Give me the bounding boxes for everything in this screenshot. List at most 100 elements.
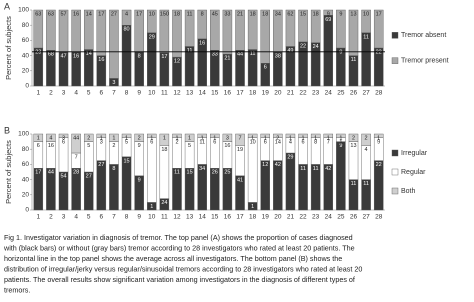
- bar-segment: [83, 133, 94, 142]
- bar-segment: [184, 9, 195, 47]
- bar-segment: [184, 133, 195, 142]
- count-label: 12: [262, 162, 268, 168]
- count-label: 18: [262, 11, 268, 17]
- bar-segment: [273, 133, 283, 138]
- count-label: 49: [287, 48, 293, 54]
- count-label: 16: [48, 143, 54, 149]
- x-tick-label: 22: [299, 214, 307, 221]
- y-tick-label: 100: [18, 7, 29, 14]
- x-tick-label: 27: [362, 90, 370, 97]
- count-label: 14: [86, 51, 92, 57]
- x-tick-label: 2: [49, 214, 53, 221]
- bar-segment: [147, 133, 157, 138]
- count-label: 5: [188, 143, 191, 149]
- count-label: 9: [377, 139, 380, 145]
- bar-segment: [159, 9, 170, 53]
- count-label: 16: [199, 40, 205, 46]
- count-label: 17: [161, 54, 167, 60]
- y-tick-label: 40: [22, 176, 30, 183]
- x-tick-label: 23: [312, 90, 320, 97]
- x-tick-label: 16: [224, 214, 232, 221]
- count-label: 13: [350, 143, 356, 149]
- x-tick-label: 25: [337, 214, 345, 221]
- x-tick-label: 20: [274, 90, 282, 97]
- count-label: 24: [313, 44, 319, 50]
- count-label: 1: [339, 135, 342, 141]
- count-label: 18: [313, 11, 319, 17]
- count-label: 28: [73, 170, 79, 176]
- count-label: 6: [264, 65, 267, 71]
- bar-segment: [159, 145, 170, 199]
- count-label: 2: [87, 135, 90, 141]
- y-axis-label: Percent of subjects: [4, 140, 13, 204]
- count-label: 11: [313, 166, 319, 172]
- count-label: 16: [224, 143, 230, 149]
- bar-segment: [147, 137, 157, 203]
- count-label: 1: [251, 204, 254, 210]
- bar-segment: [285, 133, 296, 138]
- bar-segment: [197, 9, 207, 40]
- x-tick-label: 1: [36, 90, 40, 97]
- count-label: 17: [136, 11, 142, 17]
- legend-label: Tremor present: [401, 58, 449, 65]
- count-label: 11: [351, 57, 357, 63]
- bar-segment: [361, 32, 371, 87]
- count-label: 9: [339, 49, 342, 55]
- count-label: 9: [339, 11, 342, 17]
- count-label: 1: [150, 204, 153, 210]
- bar-segment: [247, 133, 258, 138]
- bar-segment: [121, 9, 132, 26]
- count-label: 6: [37, 143, 40, 149]
- bar-segment: [121, 25, 132, 87]
- x-tick-label: 23: [312, 214, 320, 221]
- count-label: 1: [150, 135, 153, 141]
- panel-label: A: [4, 1, 10, 11]
- count-label: 11: [300, 166, 306, 172]
- bar-segment: [298, 9, 308, 43]
- count-label: 17: [35, 170, 41, 176]
- bar-segment: [134, 133, 144, 142]
- count-label: 10: [250, 139, 256, 145]
- count-label: 26: [212, 170, 218, 176]
- count-label: 21: [237, 11, 243, 17]
- x-tick-label: 6: [100, 214, 104, 221]
- y-tick-label: 40: [22, 52, 30, 59]
- count-label: 16: [73, 53, 79, 59]
- count-label: 7: [238, 135, 241, 141]
- count-label: 15: [187, 170, 193, 176]
- count-label: 1: [302, 135, 305, 141]
- count-label: 47: [60, 53, 66, 59]
- x-tick-label: 2: [49, 90, 53, 97]
- x-tick-label: 28: [375, 90, 383, 97]
- bar-segment: [235, 9, 245, 51]
- bar-segment: [222, 9, 233, 55]
- count-label: 44: [73, 135, 79, 141]
- legend-label: Both: [401, 188, 416, 195]
- count-label: 11: [363, 181, 369, 187]
- bar-segment: [96, 133, 107, 138]
- count-label: 7: [327, 139, 330, 145]
- count-label: 3: [112, 80, 115, 86]
- x-tick-label: 24: [325, 90, 333, 97]
- bar-segment: [348, 133, 359, 142]
- panel-label: B: [4, 125, 10, 135]
- count-label: 22: [376, 49, 382, 55]
- count-label: 7: [75, 154, 78, 160]
- count-label: 1: [377, 135, 380, 141]
- count-label: 18: [250, 11, 256, 17]
- x-tick-label: 10: [148, 214, 156, 221]
- count-label: 41: [237, 177, 243, 183]
- x-tick-label: 6: [100, 90, 104, 97]
- bar-segment: [46, 133, 56, 142]
- x-tick-label: 11: [161, 90, 168, 97]
- count-label: 9: [138, 143, 141, 149]
- count-label: 2: [276, 135, 279, 141]
- count-label: 3: [226, 135, 229, 141]
- count-label: 22: [376, 162, 382, 168]
- legend-swatch: [391, 32, 399, 39]
- bar-segment: [222, 133, 233, 142]
- count-label: 27: [111, 11, 117, 17]
- bar-segment: [121, 156, 132, 211]
- x-tick-label: 20: [274, 214, 282, 221]
